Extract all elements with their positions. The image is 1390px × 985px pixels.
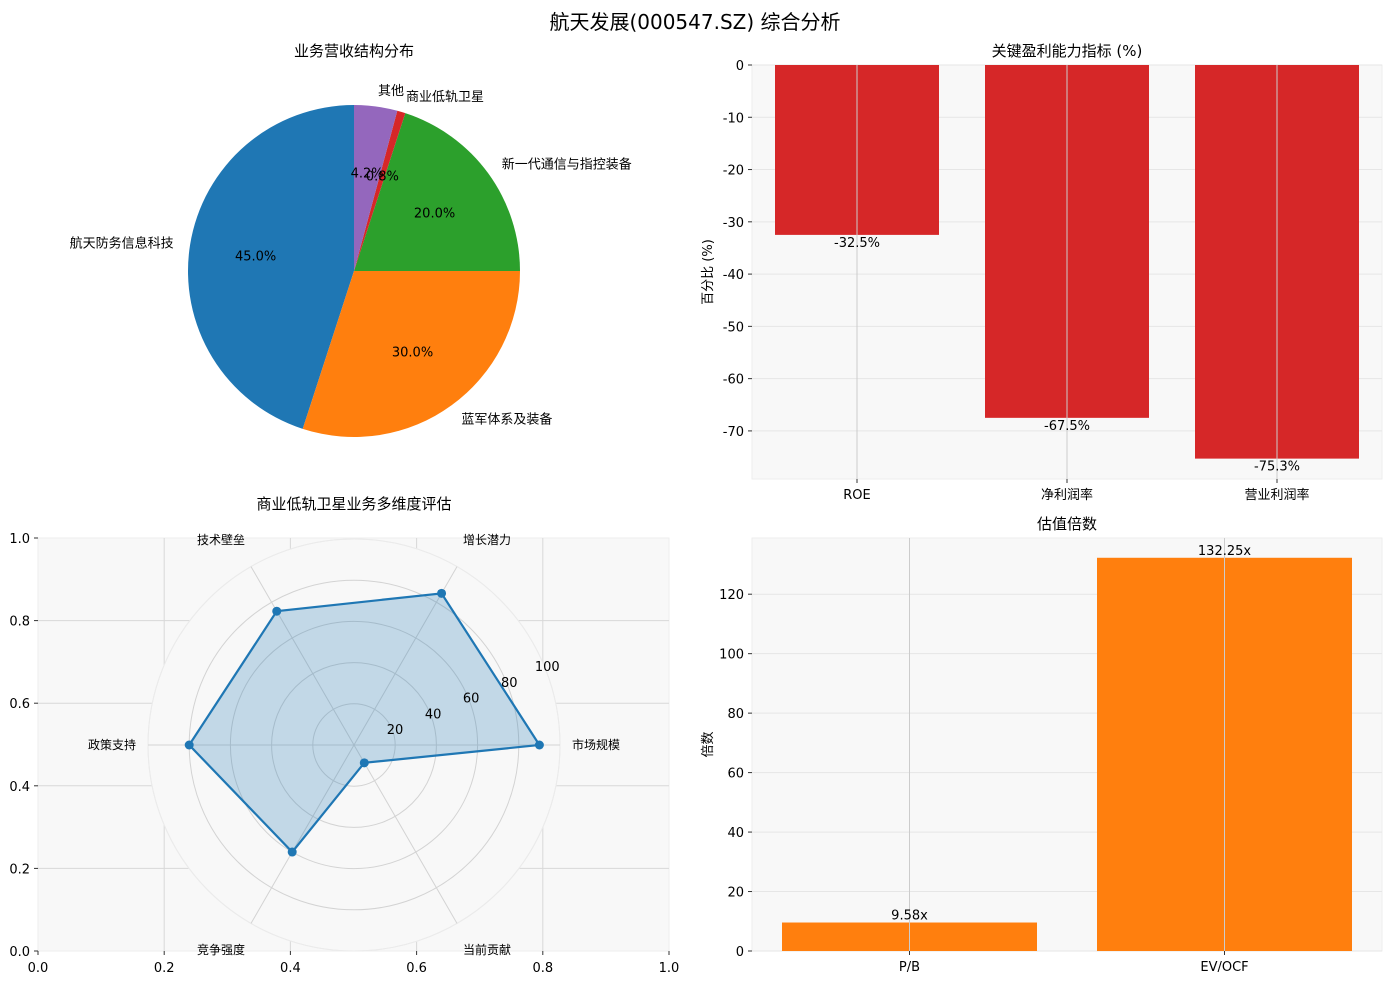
- radar-point: [359, 758, 369, 768]
- y-tick-label: 80: [727, 707, 744, 722]
- radar-r-label: 40: [425, 707, 442, 722]
- pie-category-label: 蓝军体系及装备: [461, 412, 552, 428]
- pie-category-label: 商业低轨卫星: [406, 90, 484, 105]
- pie-slice: [302, 271, 520, 438]
- bar-value-label: -75.3%: [1254, 460, 1300, 475]
- y-tick-label: 0.4: [9, 780, 30, 795]
- figure-title: 航天发展(000547.SZ) 综合分析: [549, 10, 840, 34]
- pie-category-label: 航天防务信息科技: [70, 235, 174, 251]
- y-tick-label: 0.2: [9, 862, 30, 877]
- radar-category-label: 技术壁垒: [197, 532, 245, 547]
- radar-point: [287, 847, 297, 857]
- chart-title: 关键盈利能力指标 (%): [992, 42, 1143, 60]
- x-tick-label: 0.0: [28, 961, 49, 976]
- pie-title: 业务营收结构分布: [294, 42, 414, 60]
- y-tick-label: 0.0: [9, 945, 30, 960]
- y-tick-label: -60: [723, 373, 744, 388]
- radar-spoke: [353, 744, 458, 924]
- bar-value-label: -67.5%: [1044, 419, 1090, 434]
- y-tick-label: 120: [719, 588, 744, 603]
- radar-category-label: 政策支持: [88, 737, 136, 752]
- x-tick-label: ROE: [843, 488, 870, 503]
- pie-category-label: 新一代通信与指控装备: [502, 157, 632, 173]
- bar-value-label: 9.58x: [891, 909, 928, 924]
- radar-point: [437, 588, 447, 598]
- pie-pct-label: 20.0%: [414, 206, 455, 221]
- radar-point: [184, 740, 194, 750]
- y-axis-label: 百分比 (%): [701, 239, 716, 305]
- radar-category-label: 竞争强度: [197, 942, 245, 957]
- y-tick-label: 0.6: [9, 697, 30, 712]
- y-tick-label: 1.0: [9, 532, 30, 547]
- pie-pct-label: 0.8%: [366, 170, 399, 185]
- radar-title: 商业低轨卫星业务多维度评估: [256, 495, 451, 513]
- x-tick-label: EV/OCF: [1200, 960, 1248, 975]
- y-tick-label: -20: [723, 164, 744, 179]
- pie-slice: [187, 105, 354, 429]
- x-tick-label: 0.4: [280, 961, 301, 976]
- pie-category-label: 其他: [378, 84, 404, 99]
- chart-title: 估值倍数: [1037, 515, 1097, 533]
- y-tick-label: -10: [723, 111, 744, 126]
- radar-r-label: 60: [463, 692, 480, 707]
- y-tick-label: -70: [723, 425, 744, 440]
- y-tick-label: 20: [727, 886, 744, 901]
- bar-value-label: -32.5%: [834, 236, 880, 251]
- y-tick-label: -50: [723, 320, 744, 335]
- pie-pct-label: 4.2%: [351, 166, 384, 181]
- radar-spoke: [250, 744, 355, 924]
- radar-point: [272, 606, 282, 616]
- x-tick-label: 营业利润率: [1244, 487, 1309, 503]
- y-tick-label: 40: [727, 826, 744, 841]
- x-tick-label: 0.8: [532, 961, 553, 976]
- pie-slice: [354, 110, 406, 272]
- pie-slice: [354, 113, 520, 271]
- radar-spoke: [250, 566, 355, 746]
- y-tick-label: -30: [723, 216, 744, 231]
- bar-chart-profitability: 0 -10 -20 -30 -40 -50 -60 -70 ROE -32.5% 净利润率 -67.5…: [701, 42, 1383, 503]
- radar-category-label: 市场规模: [572, 737, 620, 752]
- radar-chart-leo-satellite: 商业低轨卫星业务多维度评估 0.00.0 0.2 0.2 0.4 0.4 0.6 0.6 0.8…: [9, 495, 679, 976]
- pie-slice: [354, 105, 398, 271]
- radar-category-label: 当前贡献: [463, 942, 511, 957]
- x-tick-label: P/B: [899, 960, 920, 975]
- radar-r-label: 100: [535, 660, 560, 675]
- x-tick-label: 0.2: [154, 961, 175, 976]
- radar-r-label: 20: [387, 723, 404, 738]
- x-tick-label: 0.6: [406, 961, 427, 976]
- pie-pct-label: 30.0%: [392, 346, 433, 361]
- radar-point: [534, 740, 544, 750]
- pie-chart-revenue-structure: 业务营收结构分布 45.0% 航天防务信息科技 30.0% 蓝军体系及装备 20.0% 新一…: [70, 42, 632, 438]
- y-axis-label: 倍数: [701, 731, 716, 757]
- bar-value-label: 132.25x: [1198, 544, 1251, 559]
- y-tick-label: 100: [719, 648, 744, 663]
- pie-pct-label: 45.0%: [235, 249, 276, 264]
- x-tick-label: 净利润率: [1041, 487, 1093, 503]
- y-tick-label: -40: [723, 268, 744, 283]
- y-tick-label: 0: [736, 945, 744, 960]
- radar-category-label: 增长潜力: [463, 533, 511, 547]
- x-tick-label: 1.0: [659, 961, 680, 976]
- y-tick-label: 60: [727, 767, 744, 782]
- y-tick-label: 0: [736, 59, 744, 74]
- y-tick-label: 0.8: [9, 615, 30, 630]
- radar-r-label: 80: [501, 676, 518, 691]
- bar-chart-valuation: 0 20 40 60 80 100 120 P/B 9.58x EV/OCF 132.25x 估值倍数…: [701, 515, 1383, 975]
